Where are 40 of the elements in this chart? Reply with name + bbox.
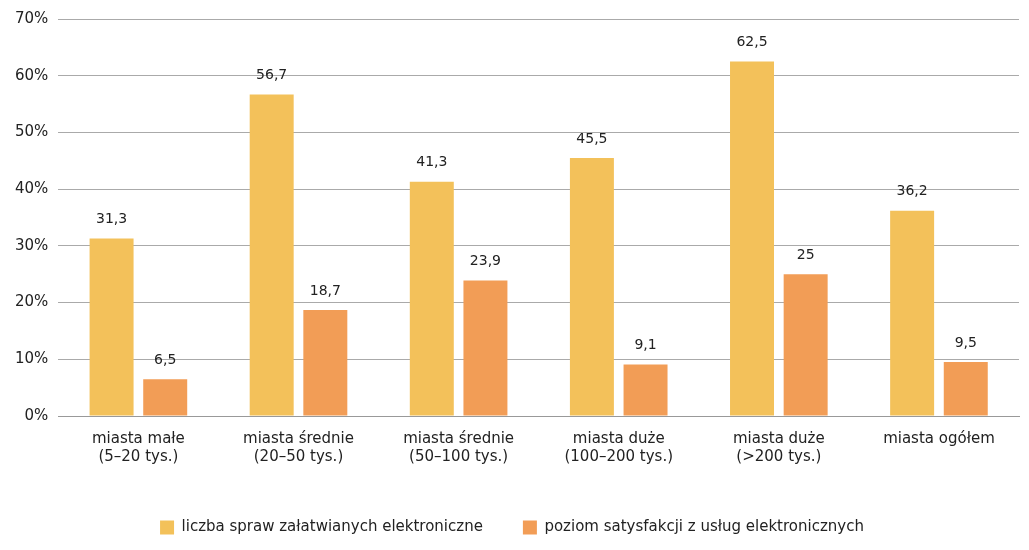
x-tick-label: miasta małe (5–20 tys.) <box>91 428 185 465</box>
data-label: 36,2 <box>896 182 928 199</box>
y-tick-label: 0% <box>24 405 49 424</box>
bar <box>730 61 775 416</box>
x-tick-label: miasta średnie (20–50 tys.) <box>243 428 354 465</box>
x-tick-label: miasta ogółem <box>883 428 995 447</box>
bar <box>409 181 454 416</box>
y-tick-label: 70% <box>15 8 49 27</box>
y-tick-label: 60% <box>15 65 49 84</box>
data-label: 23,9 <box>469 252 502 269</box>
data-label: 41,3 <box>416 153 448 170</box>
bar <box>569 157 614 416</box>
data-label: 9,5 <box>954 333 977 350</box>
data-label: 9,1 <box>634 336 657 353</box>
data-label: 56,7 <box>256 66 288 83</box>
bar <box>143 379 188 416</box>
bar <box>249 94 294 416</box>
x-tick-label: miasta duże (>200 tys.) <box>732 428 825 465</box>
x-tick-label: miasta średnie (50–100 tys.) <box>403 428 515 465</box>
y-tick-label: 10% <box>15 349 49 368</box>
bar <box>463 280 508 416</box>
data-label: 25 <box>796 245 815 262</box>
y-tick-label: 20% <box>15 292 49 311</box>
bar <box>783 274 828 416</box>
data-label: 45,5 <box>576 129 608 146</box>
data-label: 6,5 <box>154 350 177 367</box>
data-label: 62,5 <box>736 33 768 50</box>
data-label: 31,3 <box>95 210 128 227</box>
bar <box>890 210 935 416</box>
bar <box>623 364 668 416</box>
legend-label: poziom satysfakcji z usług elektronicznych <box>544 517 864 536</box>
bar <box>89 238 134 416</box>
data-label: 18,7 <box>309 281 341 298</box>
x-tick-label: miasta duże (100–200 tys.) <box>564 428 674 465</box>
bar <box>943 362 988 416</box>
legend-label: liczba spraw załatwianych elektroniczne <box>181 517 483 536</box>
y-tick-label: 50% <box>15 122 49 141</box>
y-tick-label: 30% <box>15 235 49 254</box>
bar <box>303 309 348 416</box>
y-tick-label: 40% <box>15 179 49 198</box>
